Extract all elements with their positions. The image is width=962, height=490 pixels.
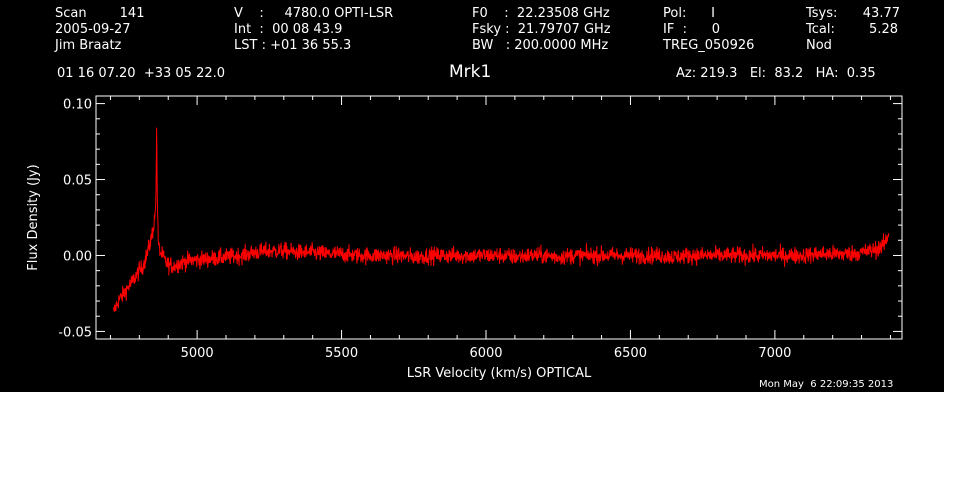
- y-tick-label: 0.00: [63, 249, 92, 264]
- f0-line: F0 : 22.23508 GHz: [472, 6, 610, 21]
- fsky-line: Fsky : 21.79707 GHz: [472, 22, 611, 37]
- lst-line: LST : +01 36 55.3: [234, 38, 352, 53]
- x-tick-label: 7000: [758, 346, 791, 361]
- if-line: IF : 0: [663, 22, 721, 37]
- x-tick-label: 5500: [325, 346, 358, 361]
- x-axis-label: LSR Velocity (km/s) OPTICAL: [407, 366, 592, 381]
- az-el-ha: Az: 219.3 El: 83.2 HA: 0.35: [676, 66, 876, 81]
- spectrum-plot: 5000 5500 6000 6500 7000 -0.05 0.00 0.05 0.10 LS…: [26, 95, 903, 381]
- spectrum-line: [112, 127, 890, 313]
- tcal-value: 5.28: [869, 22, 898, 37]
- y-tick-label: 0.05: [63, 174, 92, 189]
- tsys-value: 43.77: [862, 6, 900, 21]
- y-tick-label: -0.05: [58, 325, 92, 340]
- plot-frame: [95, 95, 903, 340]
- scan-line: Scan 141: [55, 6, 145, 21]
- x-tick-label: 6000: [469, 346, 502, 361]
- chart-title: Mrk1: [449, 62, 492, 82]
- x-tick-label: 6500: [614, 346, 647, 361]
- coordinates: 01 16 07.20 +33 05 22.0: [57, 66, 226, 81]
- date-line: 2005-09-27: [55, 22, 131, 37]
- y-tick-label: 0.10: [63, 98, 92, 113]
- timestamp: Mon May 6 22:09:35 2013: [759, 379, 894, 390]
- tcal-label: Tcal:: [806, 22, 835, 37]
- tsys-label: Tsys:: [806, 6, 838, 21]
- observer-line: Jim Braatz: [55, 38, 122, 53]
- plot-panel: { "header": { "col1": ["Scan 141", "2005…: [0, 0, 944, 392]
- tick-labels: 5000 5500 6000 6500 7000 -0.05 0.00 0.05 0.10: [58, 98, 791, 361]
- x-tick-label: 5000: [181, 346, 214, 361]
- bandwidth-line: BW : 200.0000 MHz: [472, 38, 609, 53]
- treg-line: TREG_050926: [663, 38, 755, 53]
- axis-ticks: [96, 96, 902, 339]
- pol-line: Pol: I: [663, 6, 715, 21]
- nod-label: Nod: [806, 38, 832, 53]
- integration-line: Int : 00 08 43.9: [234, 22, 343, 37]
- y-axis-label: Flux Density (Jy): [26, 164, 41, 270]
- velocity-line: V : 4780.0 OPTI-LSR: [234, 6, 394, 21]
